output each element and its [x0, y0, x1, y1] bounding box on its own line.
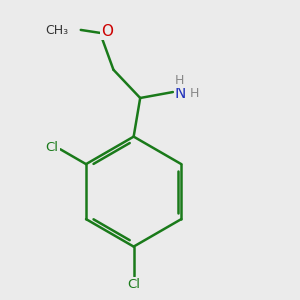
Text: CH₃: CH₃: [45, 24, 68, 37]
Text: H: H: [190, 87, 199, 100]
Text: methoxy: methoxy: [63, 29, 69, 30]
Text: Cl: Cl: [46, 141, 59, 154]
Text: O: O: [101, 24, 113, 39]
Text: H: H: [175, 74, 184, 87]
Text: N: N: [175, 86, 186, 101]
Text: Cl: Cl: [127, 278, 140, 291]
Text: methoxy: methoxy: [67, 29, 73, 31]
